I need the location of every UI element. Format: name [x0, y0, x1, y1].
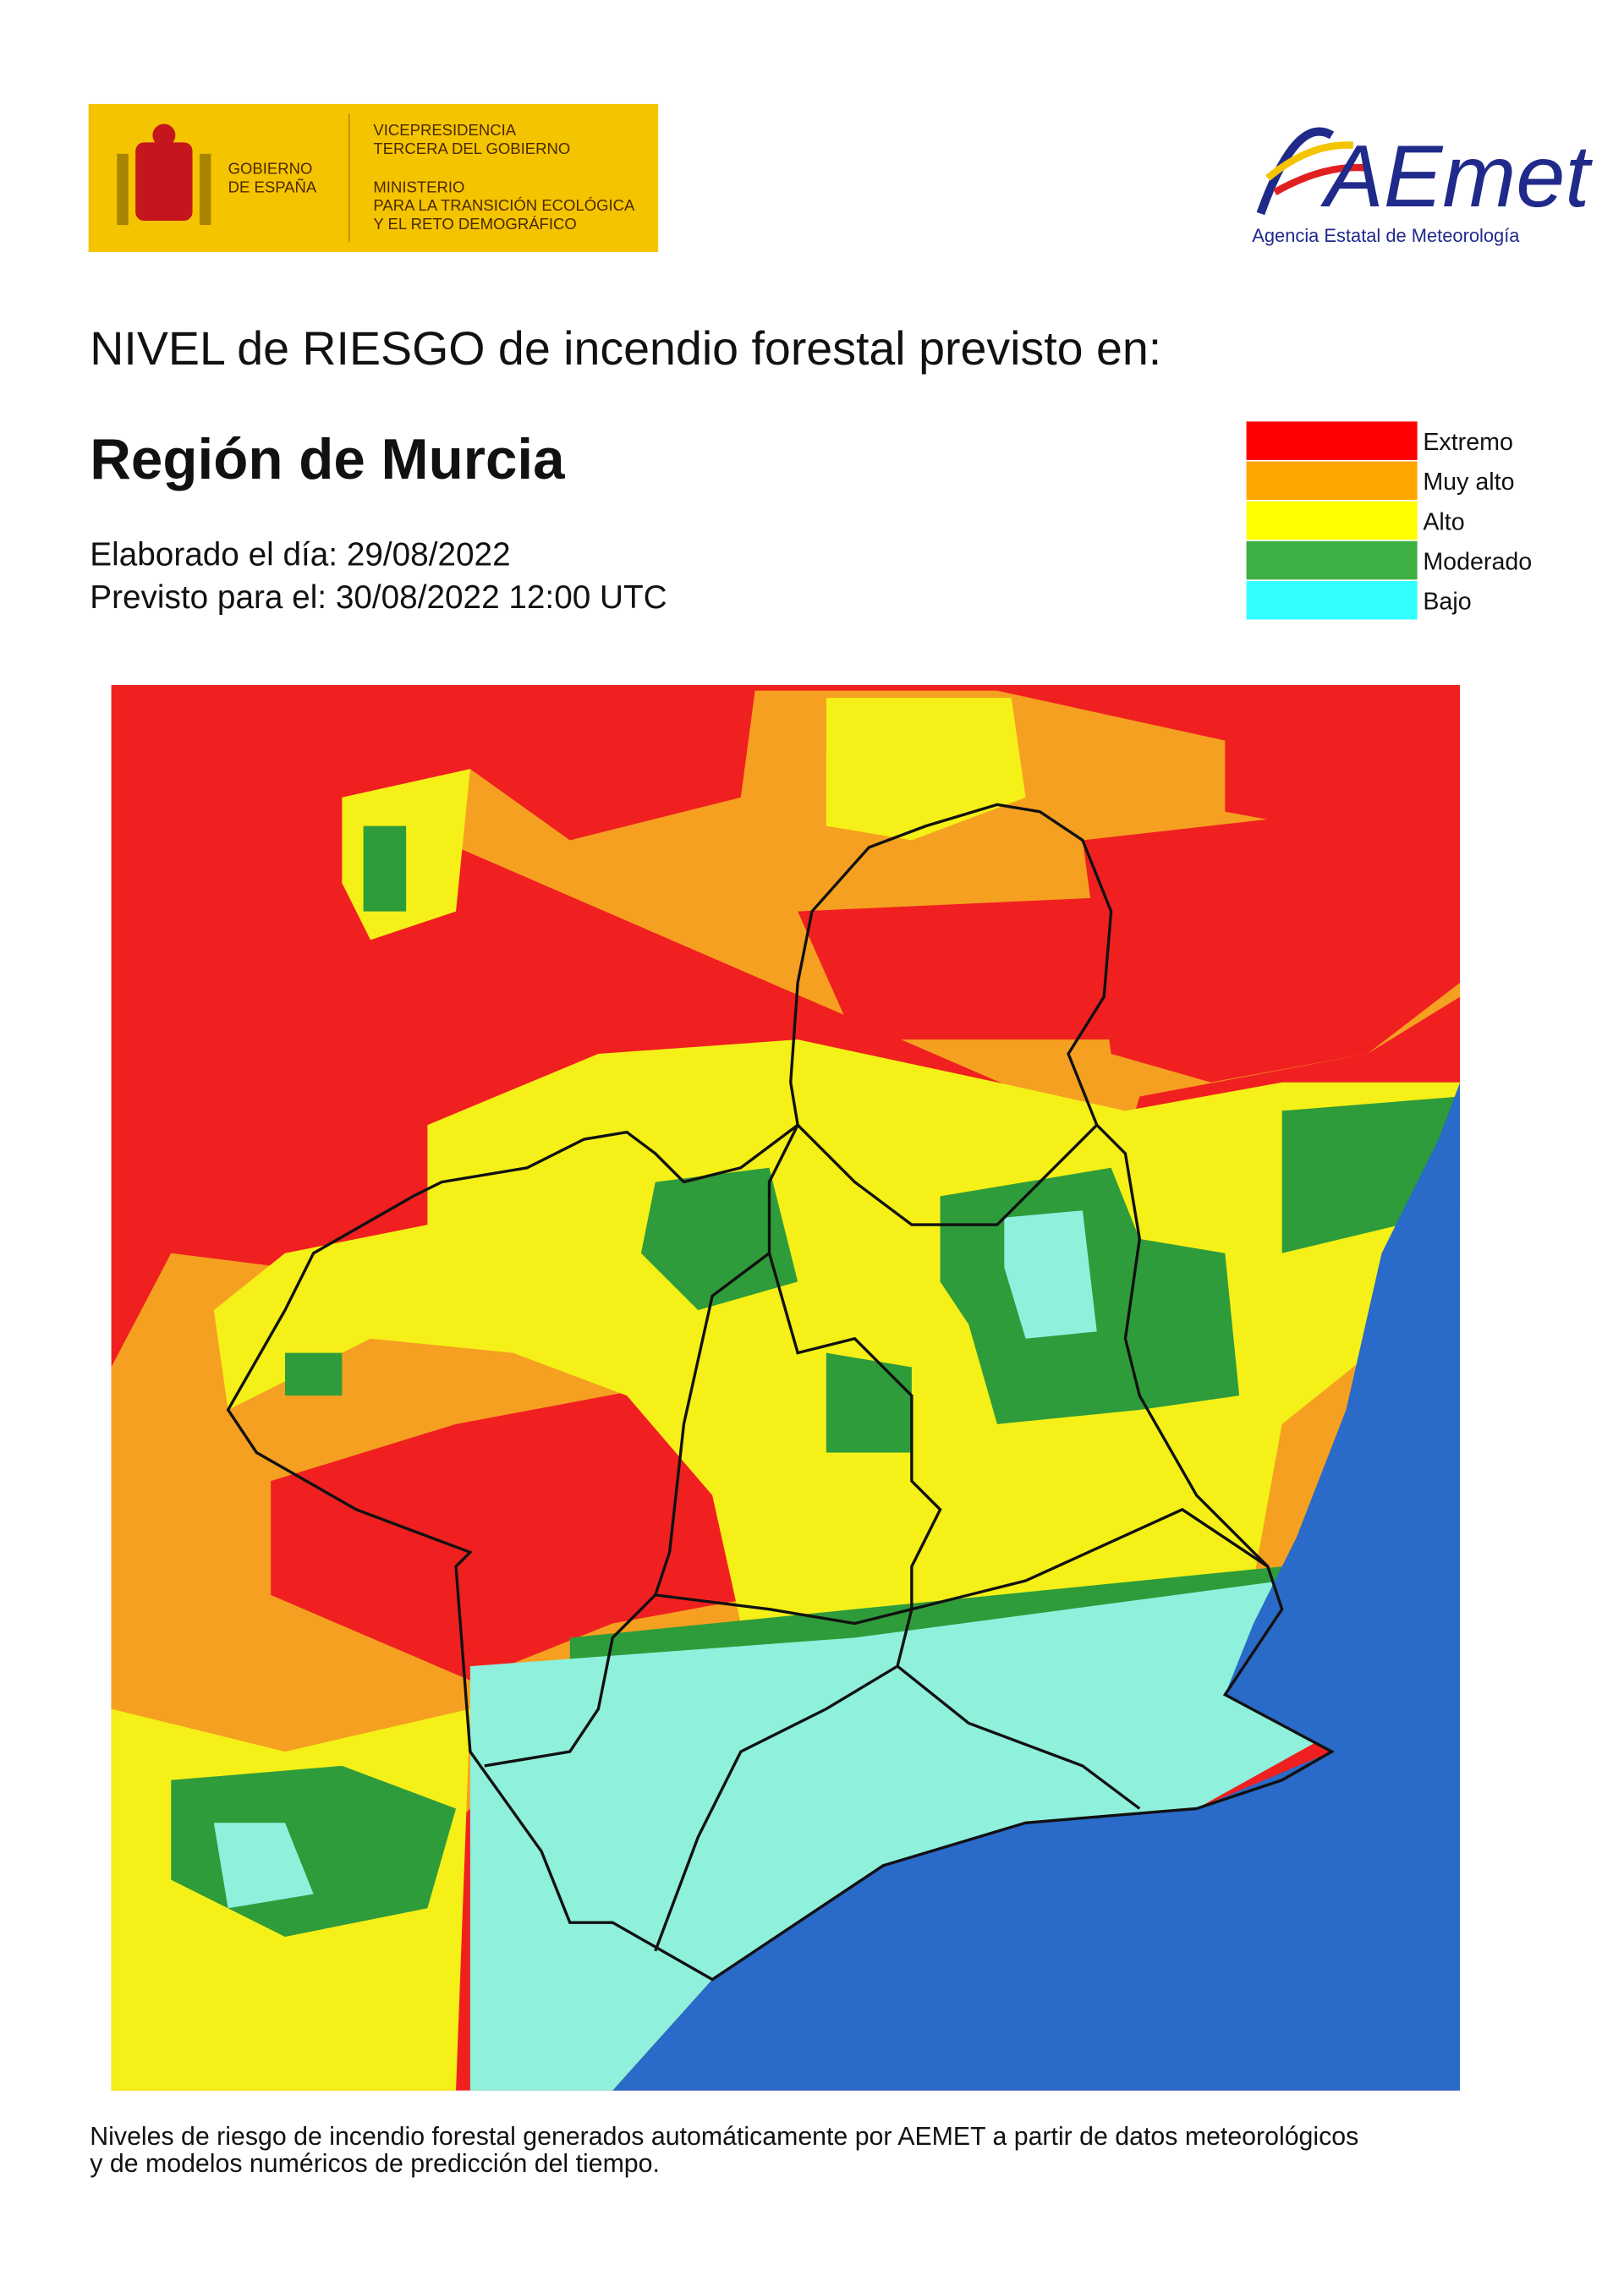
- logo-text: VICEPRESIDENCIA: [373, 121, 516, 139]
- logo-text: TERCERA DEL GOBIERNO: [373, 140, 570, 157]
- province-border: [655, 1253, 942, 1626]
- logo-text: PARA LA TRANSICIÓN ECOLÓGICA: [373, 196, 635, 214]
- risk-map: [111, 684, 1461, 2091]
- agency-logo: AEmet Agencia Estatal de Meteorología: [1252, 127, 1593, 246]
- legend: Extremo Muy alto Alto Moderado Bajo: [1246, 421, 1532, 620]
- logo-swoosh: [1273, 163, 1369, 195]
- legend-swatch: [1246, 461, 1418, 501]
- logo-subtitle: Agencia Estatal de Meteorología: [1252, 225, 1520, 246]
- legend-swatch: [1246, 580, 1418, 620]
- logo-wordmark: AEmet: [1320, 127, 1593, 226]
- legend-label: Moderado: [1423, 549, 1532, 576]
- region: Región de Murcia: [90, 428, 565, 491]
- footer-text: Niveles de riesgo de incendio forestal g…: [90, 2123, 1358, 2151]
- coat-of-arms: [152, 123, 176, 147]
- map-area: [213, 1210, 1325, 2091]
- logo-swoosh: [1265, 141, 1354, 181]
- province-border: [484, 1124, 799, 1768]
- legend-swatch: [1246, 540, 1418, 580]
- issued-date: Elaborado el día: 29/08/2022: [90, 536, 510, 573]
- province-border: [654, 1609, 914, 1952]
- province-borders: [226, 803, 1336, 1982]
- province-border: [911, 1507, 1269, 1611]
- footer-text: y de modelos numéricos de predicción del…: [90, 2150, 660, 2178]
- title: NIVEL de RIESGO de incendio forestal pre…: [90, 322, 1161, 375]
- logo-text: Y EL RETO DEMOGRÁFICO: [373, 215, 576, 233]
- logo-text: GOBIERNO: [228, 159, 313, 177]
- government-logo: GOBIERNO DE ESPAÑA VICEPRESIDENCIA TERCE…: [88, 103, 659, 253]
- map-area: [111, 1423, 272, 1653]
- legend-label: Extremo: [1423, 429, 1513, 456]
- legend-label: Muy alto: [1423, 469, 1514, 496]
- logo-swoosh: [1256, 127, 1335, 216]
- legend-swatch: [1246, 421, 1418, 460]
- legend-label: Bajo: [1423, 589, 1471, 616]
- coat-of-arms: [117, 153, 129, 226]
- coat-of-arms: [135, 142, 193, 221]
- province-border: [796, 1124, 1098, 1226]
- map-area: [171, 825, 1461, 1937]
- legend-swatch: [1246, 501, 1418, 540]
- coat-of-arms: [199, 153, 211, 226]
- sea: [612, 1082, 1461, 2091]
- province-border: [896, 1664, 1141, 1810]
- legend-label: Alto: [1423, 508, 1464, 535]
- logo-text: DE ESPAÑA: [228, 178, 317, 195]
- logo-text: MINISTERIO: [373, 178, 464, 195]
- valid-date: Previsto para el: 30/08/2022 12:00 UTC: [90, 579, 667, 616]
- map-area: [271, 797, 1461, 1681]
